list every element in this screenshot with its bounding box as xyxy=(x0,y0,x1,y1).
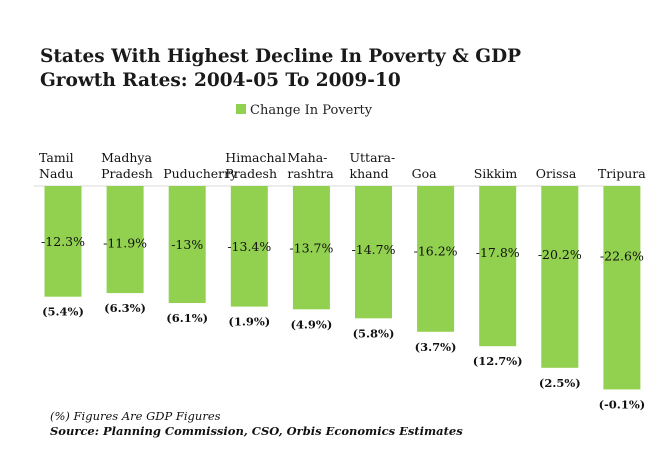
gdp-label-5: (5.8%) xyxy=(353,326,395,340)
gdp-footnote: (%) Figures Are GDP Figures xyxy=(50,409,221,423)
category-label-2: Puducherry xyxy=(163,166,238,181)
bar-4 xyxy=(292,186,330,310)
bar-9 xyxy=(603,186,641,390)
category-label-7: Sikkim xyxy=(474,166,518,181)
value-label-7: -17.8% xyxy=(476,245,520,260)
bar-7 xyxy=(479,186,517,347)
bar-6 xyxy=(417,186,455,332)
category-label-8: Orissa xyxy=(536,166,577,181)
value-label-5: -14.7% xyxy=(352,242,396,257)
bar-0 xyxy=(44,186,82,297)
gdp-label-0: (5.4%) xyxy=(42,305,84,319)
legend: Change In Poverty xyxy=(236,103,373,118)
gdp-labels: (5.4%) (6.3%) (6.1%) (1.9%) (4.9%) (5.8%) (3.7… xyxy=(42,301,645,411)
gdp-label-4: (4.9%) xyxy=(290,317,332,331)
category-label-1: Madhya Pradesh xyxy=(101,150,153,181)
bar-1 xyxy=(106,186,144,294)
value-labels: -12.3% -11.9% -13% -13.4% -13.7% -14.7% -16.2%… xyxy=(41,234,644,263)
bar-group xyxy=(44,186,641,390)
chart-title-line-1: States With Highest Decline In Poverty &… xyxy=(40,46,521,67)
gdp-label-3: (1.9%) xyxy=(228,315,270,329)
bar-2 xyxy=(168,186,206,303)
value-label-9: -22.6% xyxy=(600,248,644,263)
category-label-6: Goa xyxy=(412,166,438,181)
value-label-1: -11.9% xyxy=(103,236,147,251)
gdp-label-7: (12.7%) xyxy=(473,354,523,368)
chart-title-line-2: Growth Rates: 2004-05 To 2009-10 xyxy=(40,70,401,91)
legend-label: Change In Poverty xyxy=(250,103,373,118)
category-label-5: Uttara-khand xyxy=(350,150,396,181)
value-label-8: -20.2% xyxy=(538,247,582,262)
value-label-6: -16.2% xyxy=(414,244,458,259)
bar-5 xyxy=(355,186,392,319)
bar-8 xyxy=(541,186,579,368)
gdp-label-9: (-0.1%) xyxy=(599,397,646,411)
gdp-label-8: (2.5%) xyxy=(539,376,581,390)
category-labels: Tamil Nadu Madhya Pradesh PuducherryHimachal… xyxy=(39,150,646,181)
gdp-label-6: (3.7%) xyxy=(415,340,457,354)
value-label-2: -13% xyxy=(171,237,203,252)
category-label-4: Maha-rashtra xyxy=(287,150,334,181)
legend-swatch xyxy=(236,104,246,114)
gdp-label-1: (6.3%) xyxy=(104,301,146,315)
value-label-4: -13.7% xyxy=(289,240,333,255)
source-note: Source: Planning Commission, CSO, Orbis … xyxy=(50,424,463,438)
category-label-9: Tripura xyxy=(598,166,646,181)
bar-3 xyxy=(230,186,268,307)
category-label-3: Himachal Pradesh xyxy=(225,150,286,181)
category-label-0: Tamil Nadu xyxy=(39,150,74,181)
value-label-0: -12.3% xyxy=(41,234,85,249)
gdp-label-2: (6.1%) xyxy=(166,311,208,325)
value-label-3: -13.4% xyxy=(227,239,271,254)
